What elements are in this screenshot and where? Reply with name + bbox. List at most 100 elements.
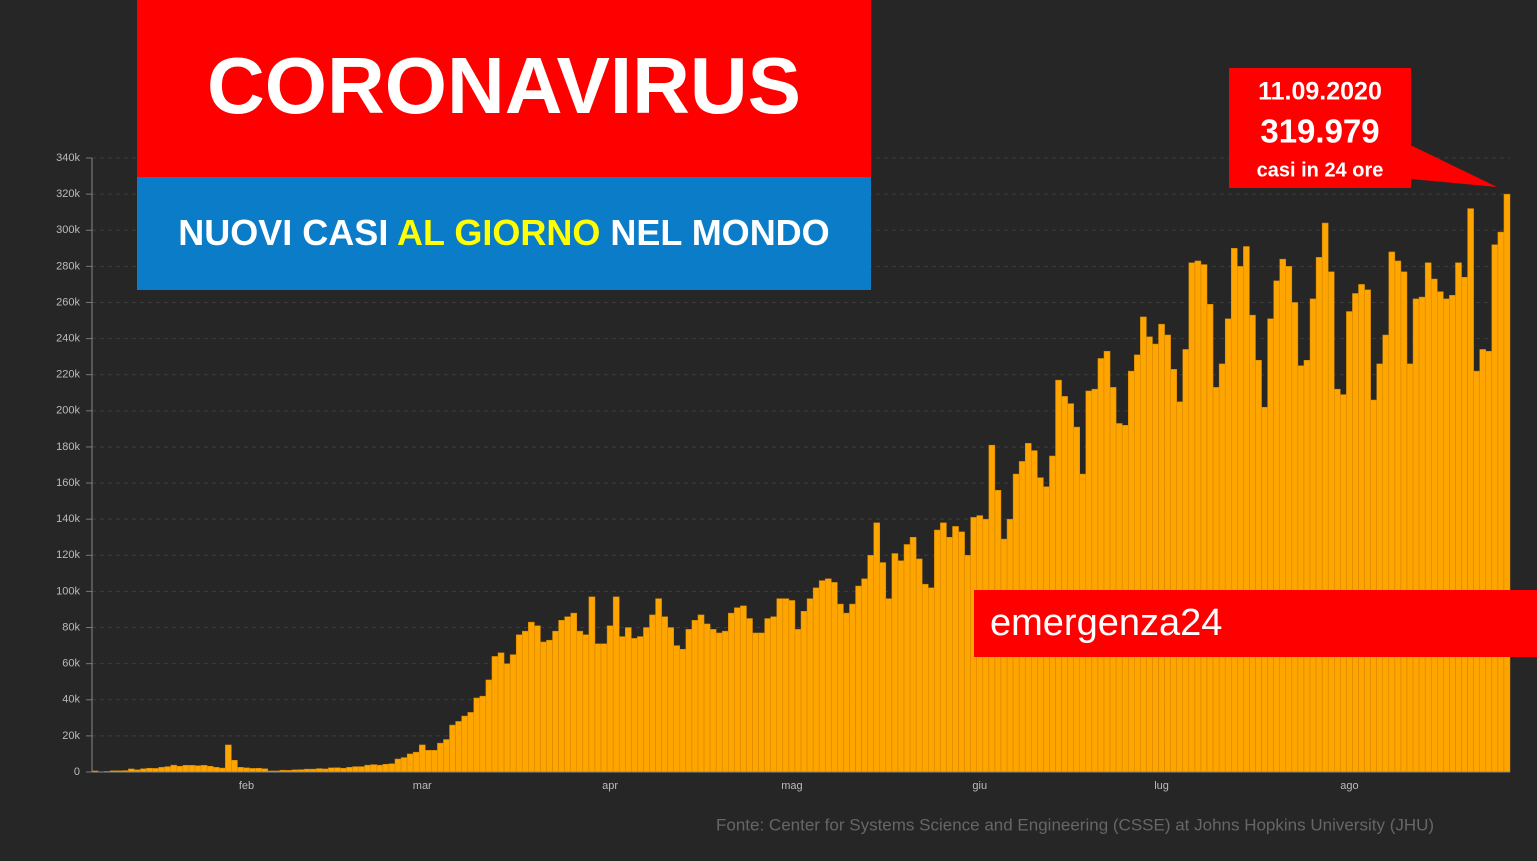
bar — [685, 629, 693, 773]
bar — [843, 612, 850, 773]
bar — [461, 715, 468, 773]
y-tick-label: 60k — [62, 658, 80, 670]
bar — [1400, 271, 1408, 773]
bar — [509, 654, 517, 773]
x-tick-label: feb — [239, 780, 254, 792]
bar — [1188, 262, 1196, 773]
bar — [855, 585, 862, 773]
callout-arrow — [1400, 140, 1497, 187]
bar — [758, 632, 765, 773]
y-tick-label: 240k — [56, 332, 80, 344]
bar — [1406, 363, 1414, 773]
bar — [146, 767, 153, 773]
bar — [1134, 354, 1141, 773]
bar — [152, 768, 159, 773]
bar — [1103, 350, 1111, 773]
y-tick-label: 340k — [56, 152, 80, 164]
bar — [873, 522, 881, 773]
bar — [1152, 343, 1159, 773]
bar — [879, 562, 887, 773]
bar — [1261, 406, 1268, 773]
bar — [1376, 363, 1383, 773]
bar — [249, 768, 256, 773]
bar — [770, 616, 778, 773]
bar — [909, 536, 917, 773]
callout-date: 11.09.2020 — [1258, 78, 1382, 106]
y-tick-label: 20k — [62, 730, 80, 742]
bar — [1412, 298, 1420, 773]
bar — [1449, 294, 1456, 773]
bar — [382, 763, 390, 773]
y-tick-label: 180k — [56, 441, 80, 453]
bar — [1097, 358, 1105, 773]
bar — [1352, 293, 1359, 773]
bar — [1243, 246, 1250, 773]
bar — [849, 603, 856, 773]
bar — [219, 767, 226, 773]
bar — [806, 598, 814, 773]
bar — [1285, 266, 1293, 773]
bar — [721, 630, 729, 773]
bar — [891, 553, 899, 773]
bar — [443, 739, 450, 773]
bar — [667, 627, 674, 773]
x-tick-label: mag — [781, 780, 802, 792]
bar — [425, 750, 432, 773]
bar — [231, 760, 238, 773]
bar — [649, 614, 656, 773]
title-box — [137, 0, 871, 177]
bar — [576, 630, 584, 773]
bar — [594, 643, 602, 773]
bar — [158, 767, 165, 773]
bar — [1473, 370, 1480, 773]
bar — [388, 763, 396, 773]
bar — [485, 679, 493, 773]
bar — [1055, 379, 1062, 773]
bar — [552, 630, 559, 773]
bar — [570, 612, 578, 773]
bar — [1267, 318, 1274, 773]
bar — [243, 767, 250, 773]
bar — [340, 767, 347, 773]
bar — [921, 583, 929, 773]
bar — [861, 578, 868, 773]
bar — [1061, 396, 1068, 773]
bar — [631, 638, 638, 773]
bar — [334, 767, 341, 773]
bar — [1146, 336, 1153, 773]
bar — [1194, 260, 1202, 773]
bar — [776, 598, 784, 773]
bar — [352, 766, 359, 773]
bar — [831, 582, 838, 773]
bar — [212, 767, 220, 773]
bar — [703, 623, 711, 773]
bar — [740, 605, 747, 773]
bar — [455, 721, 462, 773]
bar — [358, 766, 365, 773]
bar — [1273, 280, 1280, 773]
bar — [558, 620, 565, 773]
y-tick-label: 120k — [56, 549, 80, 561]
subtitle-part: NUOVI CASI — [178, 212, 397, 253]
bar — [315, 768, 323, 773]
bar — [1212, 387, 1220, 773]
bar — [715, 632, 723, 773]
bar — [612, 596, 620, 773]
bar — [661, 616, 668, 773]
bar — [521, 630, 529, 773]
watermark: emergenza24 — [990, 602, 1222, 644]
bar — [958, 531, 965, 773]
bar — [225, 744, 232, 773]
x-tick-label: ago — [1340, 780, 1358, 792]
x-tick-label: apr — [602, 780, 618, 792]
y-tick-label: 140k — [56, 513, 80, 525]
bar — [794, 629, 802, 773]
bar — [467, 712, 475, 773]
callout-text: casi in 24 ore — [1257, 159, 1384, 181]
bar — [625, 627, 632, 773]
bar — [637, 636, 644, 773]
bar — [1334, 388, 1341, 773]
bar — [1164, 334, 1171, 773]
bar — [818, 580, 826, 773]
bar — [1455, 262, 1462, 773]
